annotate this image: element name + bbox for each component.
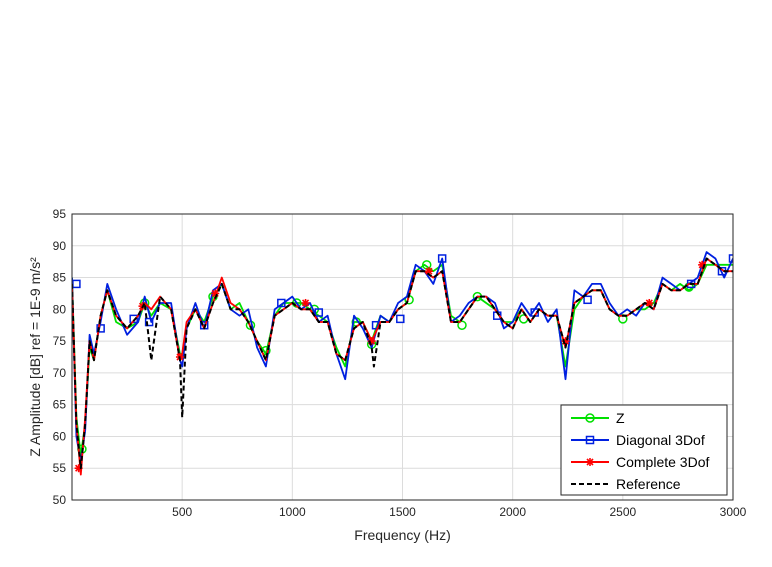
y-tick-label: 95: [53, 207, 67, 221]
y-tick-label: 80: [53, 302, 67, 316]
data-point-diagonal-3dof: [728, 254, 733, 263]
x-tick-label: 2000: [499, 505, 526, 519]
legend-label: Z: [616, 410, 625, 426]
x-tick-label: 3000: [720, 505, 747, 519]
series-layer: [72, 251, 733, 476]
x-tick-label: 1500: [389, 505, 416, 519]
legend-label: Reference: [616, 476, 681, 492]
x-axis-label: Frequency (Hz): [354, 527, 450, 543]
series-reference: [72, 257, 733, 470]
y-tick-label: 50: [53, 493, 67, 507]
y-tick-label: 70: [53, 366, 67, 380]
data-point-diagonal-3dof: [144, 317, 154, 327]
legend-item-diagonal-3dof: Diagonal 3Dof: [571, 432, 705, 448]
data-point-diagonal-3dof: [277, 298, 286, 308]
data-point-diagonal-3dof: [396, 314, 405, 324]
data-point-complete-3dof: [301, 298, 310, 307]
legend-label: Diagonal 3Dof: [616, 432, 705, 448]
data-point-diagonal-3dof: [437, 254, 447, 263]
series-line-reference: [72, 257, 733, 470]
y-tick-label: 75: [53, 334, 67, 348]
legend-box: [560, 404, 728, 496]
data-point-diagonal-3dof: [583, 295, 592, 305]
legend-item-complete-3dof: Complete 3Dof: [571, 454, 709, 470]
legend-marker: [585, 413, 595, 423]
y-tick-label: 90: [53, 239, 67, 253]
data-point-complete-3dof: [424, 267, 433, 276]
legend-marker: [586, 458, 594, 466]
x-tick-label: 2500: [609, 505, 636, 519]
legend-marker: [585, 435, 595, 445]
data-point-diagonal-3dof: [314, 308, 324, 317]
legend-item-z: Z: [571, 410, 625, 426]
plot-frame: [71, 213, 734, 501]
y-tick-label: 85: [53, 271, 67, 285]
y-tick-label: 65: [53, 398, 67, 412]
legend-item-reference: Reference: [571, 476, 681, 492]
legend-label: Complete 3Dof: [616, 454, 709, 470]
x-tick-label: 1000: [279, 505, 306, 519]
legend: Z Diagonal 3Dof Complete 3Dof Reference: [560, 404, 728, 496]
x-tick-label: 500: [172, 505, 192, 519]
y-tick-label: 60: [53, 429, 67, 443]
data-point-diagonal-3dof: [96, 324, 105, 333]
y-tick-label: 55: [53, 461, 67, 475]
data-point-diagonal-3dof: [129, 314, 138, 324]
tick-labels: 500 1000 1500 2000 2500 3000 50 55 60 65 70 75 80 85 9…: [53, 207, 747, 519]
data-point-z: [457, 320, 467, 330]
y-axis-label: Z Amplitude [dB] ref = 1E-9 m/s²: [27, 257, 43, 457]
